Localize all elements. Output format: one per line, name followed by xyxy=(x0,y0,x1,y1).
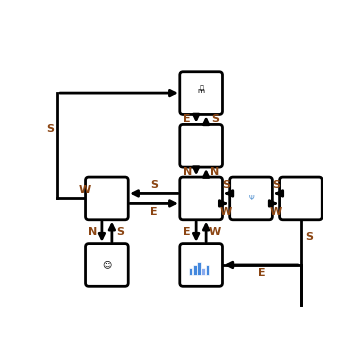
Text: S: S xyxy=(211,114,219,125)
FancyBboxPatch shape xyxy=(86,177,128,220)
Text: Ψ: Ψ xyxy=(248,195,254,202)
Text: E: E xyxy=(184,227,191,237)
FancyBboxPatch shape xyxy=(280,177,322,220)
Text: S: S xyxy=(150,180,158,190)
FancyBboxPatch shape xyxy=(180,244,222,286)
Text: W: W xyxy=(78,185,91,195)
Text: N: N xyxy=(89,227,98,237)
Text: ☺: ☺ xyxy=(102,261,112,269)
Text: N: N xyxy=(183,167,192,177)
Text: S: S xyxy=(272,180,280,190)
FancyBboxPatch shape xyxy=(230,177,273,220)
FancyBboxPatch shape xyxy=(86,244,128,286)
Text: S: S xyxy=(117,227,125,237)
FancyBboxPatch shape xyxy=(197,262,201,275)
Text: N: N xyxy=(210,167,220,177)
FancyBboxPatch shape xyxy=(189,268,192,275)
Text: W: W xyxy=(220,207,232,217)
FancyBboxPatch shape xyxy=(201,268,205,275)
Text: E: E xyxy=(184,114,191,125)
Text: m: m xyxy=(198,88,204,94)
FancyBboxPatch shape xyxy=(206,265,210,275)
Text: S: S xyxy=(46,124,54,134)
Text: W: W xyxy=(209,227,221,237)
FancyBboxPatch shape xyxy=(180,72,222,114)
Text: E: E xyxy=(258,268,266,278)
FancyBboxPatch shape xyxy=(193,265,197,275)
FancyBboxPatch shape xyxy=(180,177,222,220)
Text: S: S xyxy=(222,180,230,190)
FancyBboxPatch shape xyxy=(180,125,222,167)
Text: S: S xyxy=(305,232,313,242)
Text: W: W xyxy=(270,207,282,217)
Text: ⌢: ⌢ xyxy=(199,85,203,91)
Text: E: E xyxy=(150,207,158,217)
